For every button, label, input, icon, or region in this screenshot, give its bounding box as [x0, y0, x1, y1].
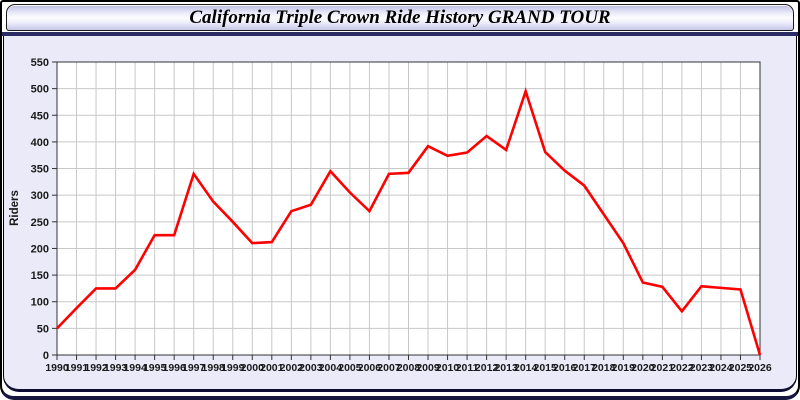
- svg-text:400: 400: [31, 137, 49, 149]
- svg-text:2020: 2020: [631, 362, 655, 374]
- y-axis-title: Riders: [9, 190, 21, 226]
- svg-text:2008: 2008: [397, 362, 421, 374]
- svg-text:2002: 2002: [280, 362, 304, 374]
- riders-line-series: [56, 87, 762, 356]
- svg-text:2012: 2012: [475, 362, 499, 374]
- svg-text:0: 0: [43, 350, 49, 362]
- svg-text:1991: 1991: [65, 362, 89, 374]
- svg-text:2022: 2022: [670, 362, 694, 374]
- svg-text:2019: 2019: [612, 362, 636, 374]
- svg-text:500: 500: [31, 84, 49, 96]
- svg-text:2021: 2021: [651, 362, 675, 374]
- svg-text:2016: 2016: [553, 362, 577, 374]
- svg-text:50: 50: [37, 323, 49, 335]
- svg-text:150: 150: [31, 270, 49, 282]
- svg-text:2010: 2010: [436, 362, 460, 374]
- svg-text:350: 350: [31, 164, 49, 176]
- svg-text:2007: 2007: [377, 362, 401, 374]
- axis-ticks: [52, 61, 761, 360]
- chart-title-bar: California Triple Crown Ride History GRA…: [6, 4, 794, 31]
- svg-text:2026: 2026: [748, 362, 772, 374]
- plot-border: [56, 61, 761, 356]
- svg-text:1998: 1998: [202, 362, 226, 374]
- y-axis-labels: 0 50 100 150 200 250 300 350 400 450 500 550: [31, 57, 49, 362]
- chart-title: California Triple Crown Ride History GRA…: [189, 6, 611, 28]
- svg-text:1996: 1996: [162, 362, 186, 374]
- svg-text:100: 100: [31, 297, 49, 309]
- svg-text:1995: 1995: [143, 362, 167, 374]
- svg-text:2017: 2017: [573, 362, 597, 374]
- svg-text:1994: 1994: [123, 362, 147, 374]
- svg-text:1993: 1993: [104, 362, 128, 374]
- svg-text:450: 450: [31, 110, 49, 122]
- svg-text:1997: 1997: [182, 362, 206, 374]
- svg-text:2015: 2015: [534, 362, 558, 374]
- svg-text:1999: 1999: [221, 362, 245, 374]
- svg-text:2018: 2018: [592, 362, 616, 374]
- svg-text:2005: 2005: [338, 362, 362, 374]
- svg-text:2023: 2023: [690, 362, 714, 374]
- svg-text:2004: 2004: [319, 362, 343, 374]
- x-axis-labels: 1990199119921993199419951996199719981999…: [45, 362, 772, 374]
- svg-text:200: 200: [31, 243, 49, 255]
- svg-text:2001: 2001: [260, 362, 284, 374]
- svg-text:2006: 2006: [358, 362, 382, 374]
- svg-text:1990: 1990: [45, 362, 69, 374]
- svg-text:2003: 2003: [299, 362, 323, 374]
- chart-panel: 0 50 100 150 200 250 300 350 400 450 500 550 1990 19…: [3, 36, 797, 392]
- svg-text:2014: 2014: [514, 362, 538, 374]
- svg-text:2011: 2011: [456, 362, 479, 374]
- titlebar-separator: [2, 32, 798, 36]
- svg-text:2013: 2013: [494, 362, 518, 374]
- svg-text:2000: 2000: [241, 362, 265, 374]
- chart-gridlines: [57, 62, 760, 355]
- svg-text:250: 250: [31, 217, 49, 229]
- svg-text:2009: 2009: [416, 362, 440, 374]
- svg-text:1992: 1992: [84, 362, 108, 374]
- svg-text:2025: 2025: [729, 362, 753, 374]
- svg-text:550: 550: [31, 57, 49, 69]
- svg-text:300: 300: [31, 190, 49, 202]
- svg-text:2024: 2024: [709, 362, 733, 374]
